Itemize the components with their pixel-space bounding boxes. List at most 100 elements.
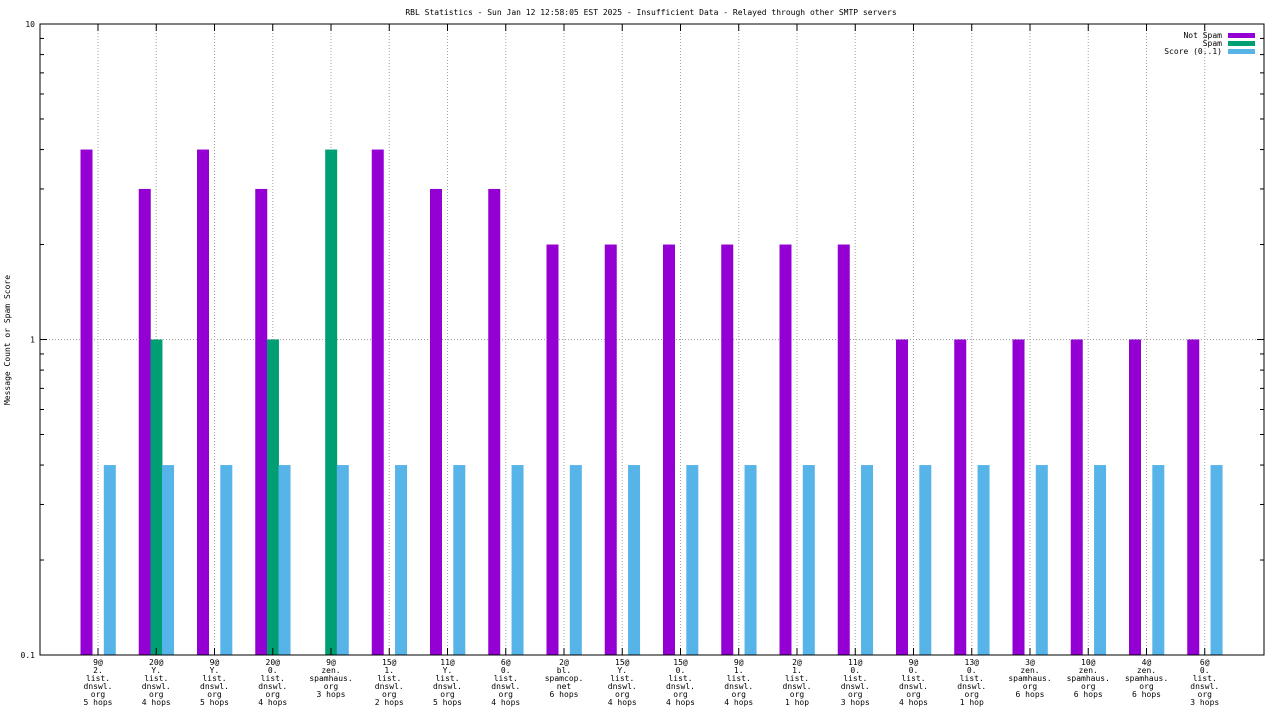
bars [80, 149, 1223, 656]
x-tick-label: dnswl. [783, 682, 812, 691]
bar-not-spam [779, 244, 792, 656]
x-tick-label: org [266, 690, 281, 699]
x-tick-label: 4 hops [491, 698, 520, 707]
x-tick-label: 4 hops [258, 698, 287, 707]
x-tick-label: 10@ [1081, 658, 1096, 667]
legend-label: Not Spam [1183, 31, 1222, 40]
legend-label: Spam [1203, 39, 1222, 48]
x-tick-label: 11@ [440, 658, 455, 667]
x-tick-label: 4 hops [142, 698, 171, 707]
bar-not-spam [197, 149, 209, 655]
x-tick-label: 9@ [93, 658, 103, 667]
legend-label: Score (0..1) [1164, 47, 1222, 56]
x-tick-label: zen. [1137, 666, 1156, 675]
x-tick-label: 9@ [734, 658, 744, 667]
bar-not-spam [954, 339, 967, 655]
bar-score-0-1 [977, 465, 990, 655]
y-axis-label: Message Count or Spam Score [3, 275, 12, 405]
x-tick-label: 1 hop [960, 698, 984, 707]
x-tick-label: dnswl. [433, 682, 462, 691]
x-tick-label: list. [144, 674, 168, 683]
x-tick-label: spamhaus. [1008, 674, 1051, 683]
x-tick-label: 4 hops [724, 698, 753, 707]
x-tick-label: org [207, 690, 222, 699]
x-tick-label: 0. [850, 666, 860, 675]
bar-not-spam [721, 244, 734, 656]
bar-score-0-1 [278, 465, 291, 655]
x-tick-label: 0. [676, 666, 686, 675]
x-tick-label: org [1081, 682, 1096, 691]
bar-not-spam [1129, 339, 1141, 655]
y-tick-label: 1 [30, 336, 35, 345]
bar-score-0-1 [162, 465, 175, 655]
x-tick-label: list. [843, 674, 867, 683]
bar-not-spam [1187, 339, 1200, 655]
x-tick-label: dnswl. [666, 682, 695, 691]
x-tick-label: org [1198, 690, 1213, 699]
bar-score-0-1 [628, 465, 641, 655]
x-tick-label: dnswl. [724, 682, 753, 691]
x-tick-label: org [673, 690, 688, 699]
x-tick-label: spamcop. [545, 674, 584, 683]
bar-not-spam [896, 339, 908, 655]
bar-score-0-1 [744, 465, 757, 655]
x-tick-label: 4 hops [666, 698, 695, 707]
x-tick-label: 20@ [266, 658, 281, 667]
x-tick-label: org [91, 690, 106, 699]
x-tick-label: Y. [210, 666, 220, 675]
bar-not-spam [837, 244, 850, 656]
x-tick-label: 6@ [1200, 658, 1210, 667]
x-tick-label: 3 hops [1190, 698, 1219, 707]
x-tick-label: 2@ [559, 658, 569, 667]
x-tick-label: spamhaus. [309, 674, 352, 683]
x-tick-label: 9@ [326, 658, 336, 667]
bar-score-0-1 [569, 465, 582, 655]
bar-not-spam [430, 188, 442, 655]
chart-title: RBL Statistics - Sun Jan 12 12:58:05 EST… [405, 8, 896, 17]
bar-score-0-1 [395, 465, 408, 655]
bar-not-spam [371, 149, 384, 655]
bar-score-0-1 [686, 465, 699, 655]
x-tick-label: 2 hops [375, 698, 404, 707]
x-tick-label: list. [960, 674, 984, 683]
x-tick-label: org [615, 690, 630, 699]
x-tick-label: 0. [967, 666, 977, 675]
x-tick-label: dnswl. [84, 682, 113, 691]
x-tick-label: 6 hops [1132, 690, 1161, 699]
bar-spam [266, 339, 279, 655]
x-tick-label: 0. [909, 666, 919, 675]
x-tick-label: dnswl. [258, 682, 287, 691]
x-tick-label: list. [494, 674, 518, 683]
x-tick-label: Y. [617, 666, 627, 675]
x-tick-label: org [790, 690, 805, 699]
bar-score-0-1 [919, 465, 932, 655]
x-tick-label: 3 hops [841, 698, 870, 707]
x-tick-label: zen. [321, 666, 340, 675]
x-tick-label: org [149, 690, 164, 699]
x-tick-label: dnswl. [899, 682, 928, 691]
x-tick-label: 1 hop [785, 698, 809, 707]
legend-swatch [1228, 33, 1255, 38]
x-tick-label: list. [785, 674, 809, 683]
x-tick-label: 0. [1200, 666, 1210, 675]
x-tick-label: 1. [792, 666, 802, 675]
y-tick-label: 0.1 [21, 651, 36, 660]
x-tick-label: 20@ [149, 658, 164, 667]
x-tick-label: 1. [734, 666, 744, 675]
x-tick-label: spamhaus. [1125, 674, 1168, 683]
x-tick-label: dnswl. [142, 682, 171, 691]
x-tick-label: list. [377, 674, 401, 683]
bar-score-0-1 [1152, 465, 1165, 655]
bar-score-0-1 [1210, 465, 1223, 655]
x-tick-label: Y. [443, 666, 453, 675]
grid-lines [40, 24, 1264, 655]
x-tick-label: org [732, 690, 747, 699]
x-tick-label: 1. [384, 666, 394, 675]
x-tick-label: 6 hops [1016, 690, 1045, 699]
x-tick-label: dnswl. [1190, 682, 1219, 691]
x-tick-label: 5 hops [84, 698, 113, 707]
bar-score-0-1 [511, 465, 524, 655]
x-tick-label: list. [435, 674, 459, 683]
bar-spam [325, 149, 338, 655]
